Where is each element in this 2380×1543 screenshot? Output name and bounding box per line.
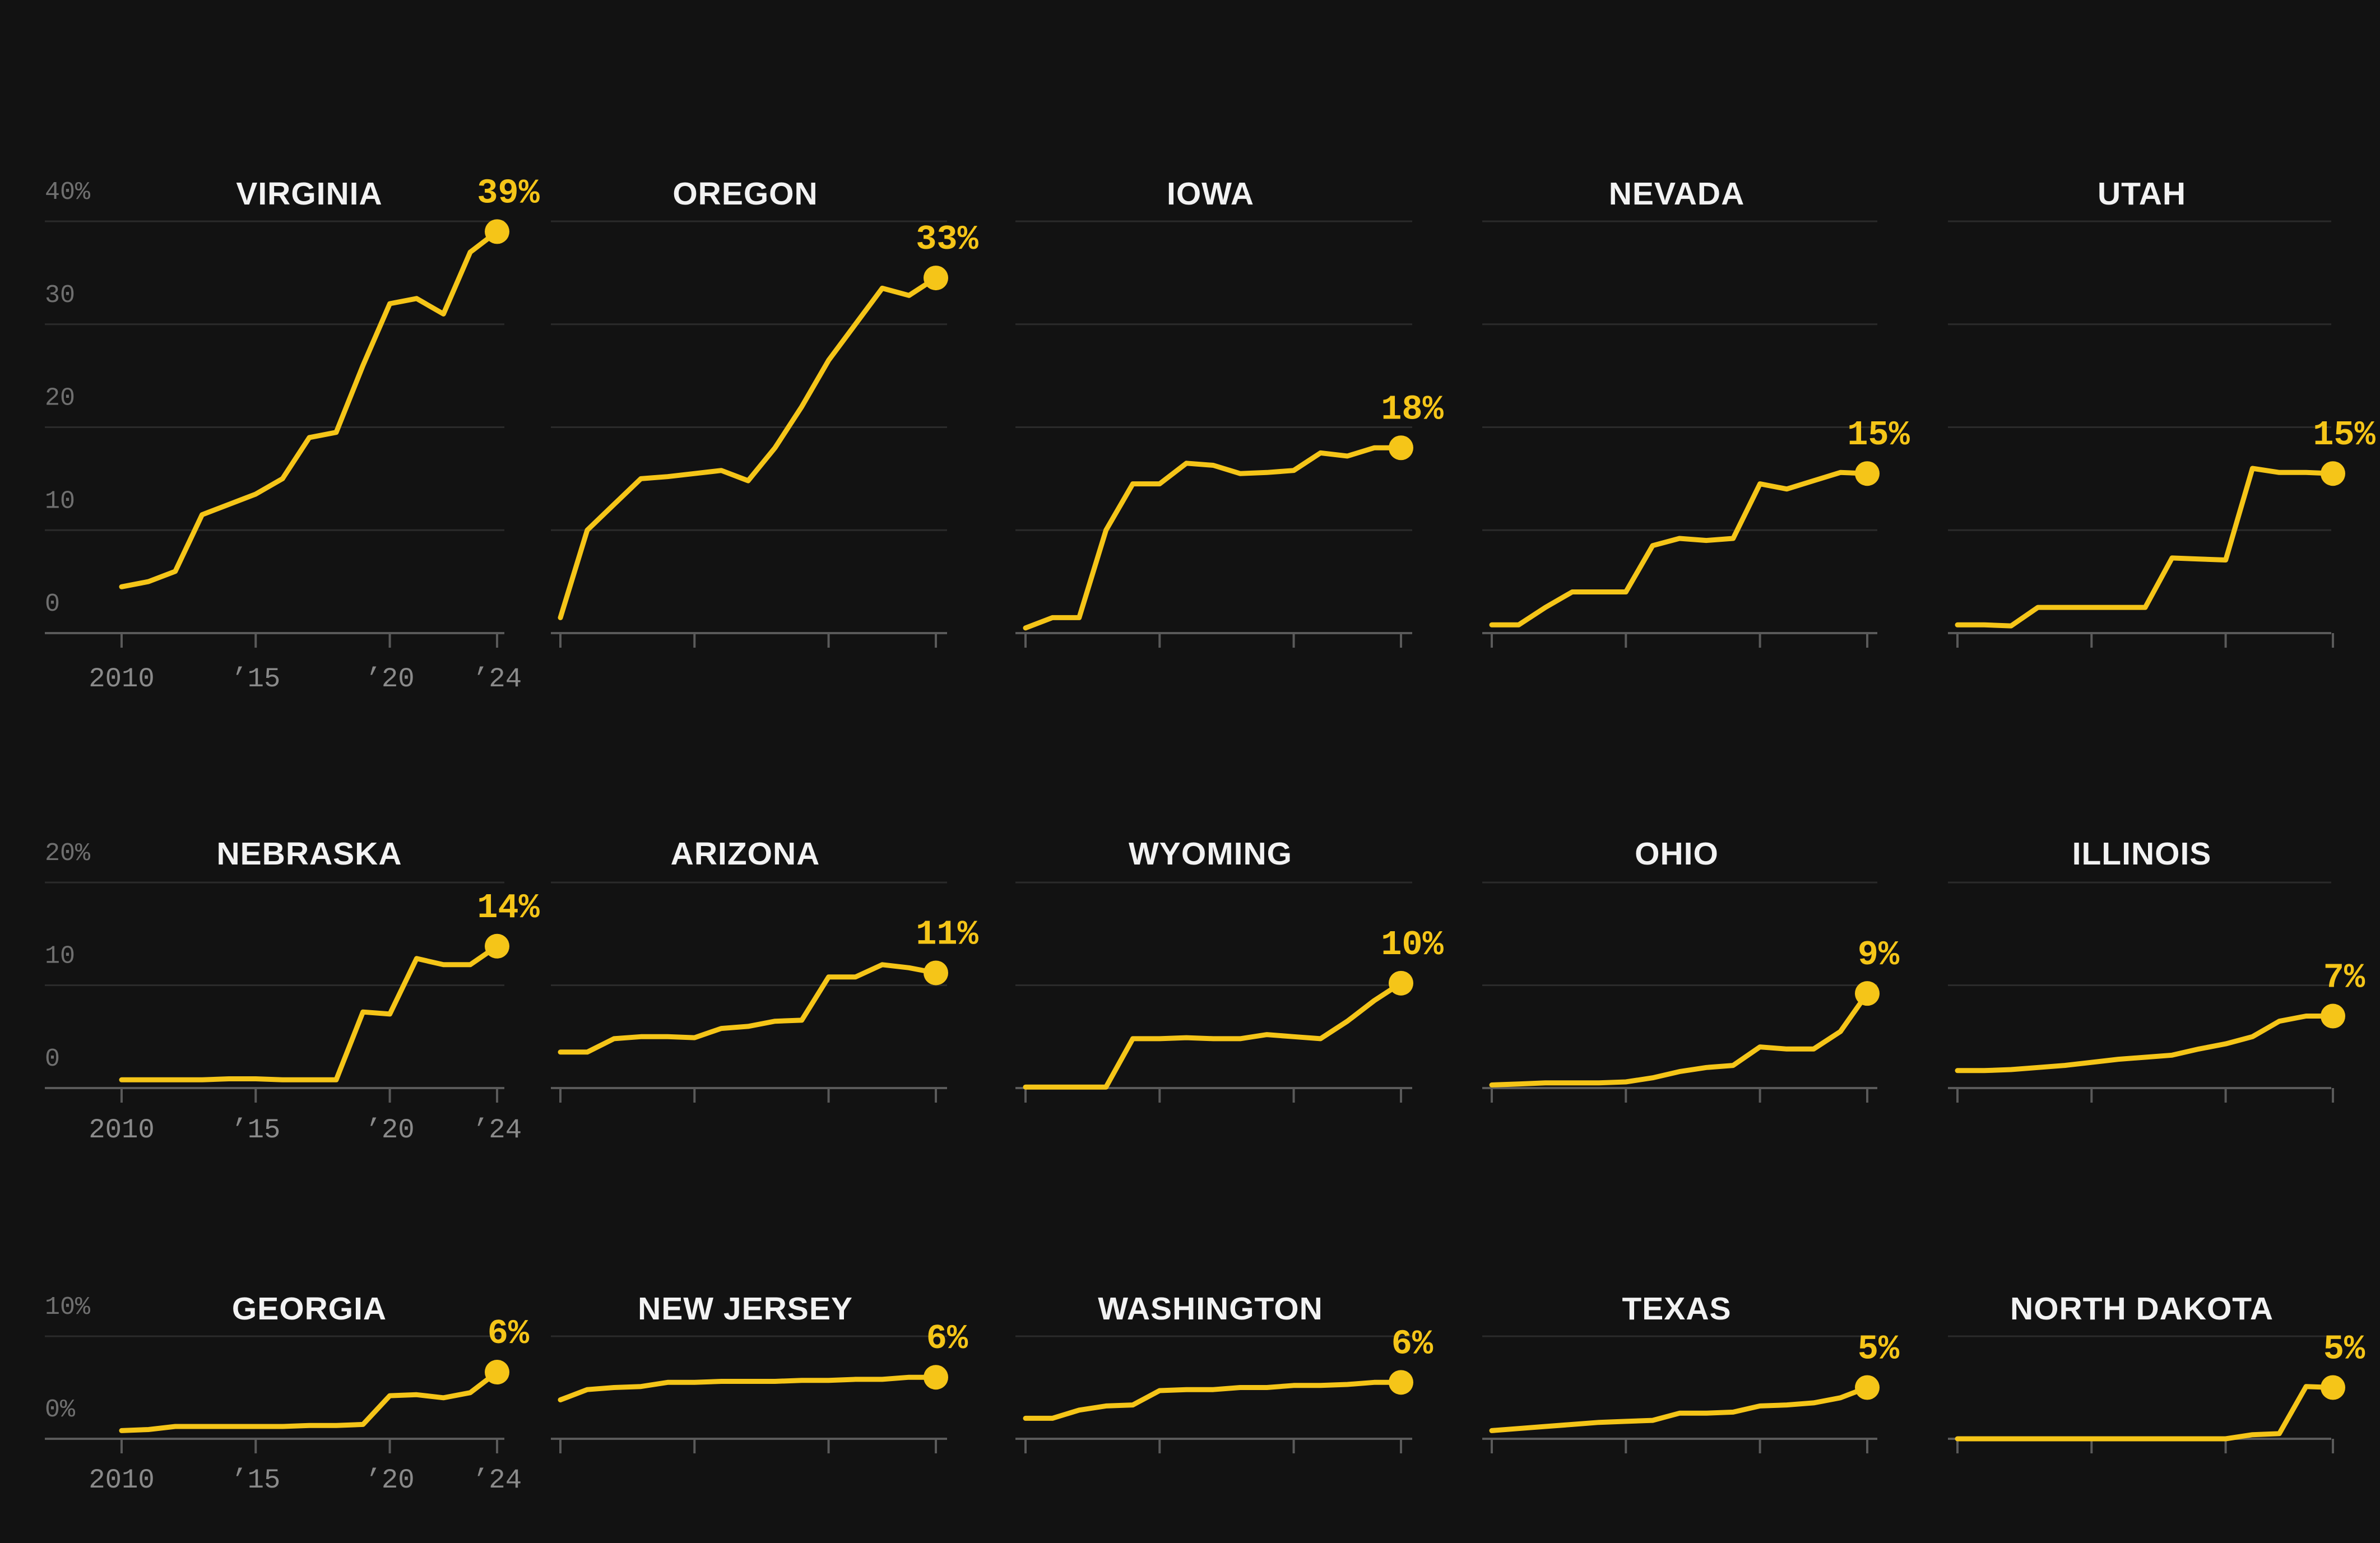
y-tick-label: 0 — [45, 590, 60, 619]
state-title: ARIZONA — [671, 836, 820, 872]
end-point-dot — [924, 266, 948, 291]
x-tick-label: ’15 — [231, 1465, 280, 1496]
end-point-dot — [485, 219, 509, 244]
end-value-label: 15% — [2313, 415, 2376, 455]
state-chart-illinois: ILLINOIS 7% — [1948, 836, 2365, 1103]
state-chart-nevada: NEVADA 15% — [1482, 176, 1910, 648]
state-title: VIRGINIA — [236, 176, 382, 212]
x-tick-label: ’24 — [472, 663, 522, 695]
end-point-dot — [1389, 970, 1413, 996]
end-value-label: 39% — [477, 173, 540, 213]
state-chart-wyoming: WYOMING 10% — [1015, 836, 1444, 1103]
x-tick-label: 2010 — [89, 1114, 155, 1146]
x-tick-label: 2010 — [89, 663, 155, 695]
state-chart-utah: UTAH 15% — [1948, 176, 2376, 648]
state-title: IOWA — [1167, 176, 1254, 212]
series-line — [558, 962, 939, 1055]
end-value-label: 14% — [477, 888, 540, 928]
series-line — [1023, 980, 1404, 1090]
series-line — [119, 944, 500, 1082]
state-title: WYOMING — [1129, 836, 1292, 872]
end-value-label: 33% — [916, 220, 978, 259]
y-tick-label: 10% — [45, 1293, 91, 1322]
series-line — [1489, 470, 1870, 628]
end-point-dot — [1389, 435, 1413, 461]
state-chart-north-dakota: NORTH DAKOTA 5% — [1948, 1291, 2365, 1453]
end-point-dot — [485, 1360, 509, 1385]
state-chart-nebraska: 2010 ’15 ’20 ’24 20% 10 0 NEBRASKA 14% — [45, 836, 540, 1146]
end-point-dot — [924, 960, 948, 986]
state-title: WASHINGTON — [1098, 1291, 1323, 1327]
series-line — [1955, 466, 2336, 629]
state-chart-iowa: IOWA 18% — [1015, 176, 1444, 648]
state-chart-ohio: OHIO 9% — [1482, 836, 1900, 1103]
x-tick-label: ’24 — [472, 1465, 522, 1496]
end-value-label: 6% — [926, 1319, 968, 1359]
x-tick-label: ’20 — [365, 1114, 414, 1146]
x-tick-label: ’15 — [231, 1114, 280, 1146]
y-tick-label: 0 — [45, 1045, 60, 1073]
end-value-label: 6% — [1391, 1324, 1433, 1364]
state-title: NEBRASKA — [216, 836, 402, 872]
end-point-dot — [1855, 1375, 1880, 1400]
end-point-dot — [2321, 1003, 2345, 1029]
state-title: ILLINOIS — [2072, 836, 2212, 872]
state-title: NEW JERSEY — [638, 1291, 853, 1327]
series-line — [1955, 1384, 2336, 1442]
x-tick-label: ’20 — [365, 663, 414, 695]
series-line — [1489, 1385, 1870, 1433]
x-tick-label: ’24 — [472, 1114, 522, 1146]
y-tick-label: 20 — [45, 384, 75, 413]
x-tick-label: ’15 — [231, 663, 280, 695]
series-line — [558, 1374, 939, 1402]
end-value-label: 5% — [2323, 1330, 2365, 1369]
state-chart-new-jersey: NEW JERSEY 6% — [551, 1291, 968, 1453]
end-point-dot — [485, 933, 509, 959]
end-point-dot — [2321, 1375, 2345, 1400]
state-title: UTAH — [2098, 176, 2186, 212]
series-line — [558, 275, 939, 620]
end-value-label: 18% — [1381, 389, 1444, 429]
y-tick-label: 0% — [45, 1396, 76, 1424]
end-value-label: 6% — [488, 1314, 530, 1354]
x-tick-label: ’20 — [365, 1465, 414, 1496]
end-point-dot — [1855, 981, 1880, 1006]
series-line — [119, 229, 500, 589]
y-tick-label: 30 — [45, 281, 75, 310]
end-point-dot — [2321, 461, 2345, 486]
y-tick-label: 40% — [45, 178, 91, 207]
state-title: NEVADA — [1609, 176, 1745, 212]
end-point-dot — [924, 1365, 948, 1390]
y-tick-label: 10 — [45, 942, 75, 971]
series-line — [1955, 1014, 2336, 1073]
series-line — [1489, 991, 1870, 1087]
y-tick-label: 10 — [45, 487, 75, 515]
state-chart-texas: TEXAS 5% — [1482, 1291, 1900, 1453]
state-title: TEXAS — [1622, 1291, 1731, 1327]
state-title: NORTH DAKOTA — [2010, 1291, 2274, 1327]
state-chart-georgia: 2010 ’15 ’20 ’24 10% 0% GEORGIA 6% — [45, 1291, 530, 1496]
end-value-label: 11% — [916, 914, 978, 954]
y-tick-label: 20% — [45, 839, 91, 868]
end-value-label: 7% — [2323, 958, 2365, 998]
state-title: OHIO — [1635, 836, 1719, 872]
state-chart-oregon: OREGON 33% — [551, 176, 979, 648]
end-value-label: 5% — [1858, 1330, 1900, 1369]
series-line — [119, 1369, 500, 1433]
state-title: GEORGIA — [232, 1291, 387, 1327]
end-point-dot — [1389, 1370, 1413, 1395]
end-value-label: 10% — [1381, 925, 1444, 965]
end-value-label: 15% — [1847, 415, 1910, 455]
series-line — [1023, 445, 1404, 631]
end-point-dot — [1855, 461, 1880, 486]
state-chart-washington: WASHINGTON 6% — [1015, 1291, 1433, 1453]
x-tick-label: 2010 — [89, 1465, 155, 1496]
state-chart-arizona: ARIZONA 11% — [551, 836, 979, 1103]
series-line — [1023, 1379, 1404, 1421]
state-title: OREGON — [672, 176, 818, 212]
end-value-label: 9% — [1858, 935, 1900, 975]
